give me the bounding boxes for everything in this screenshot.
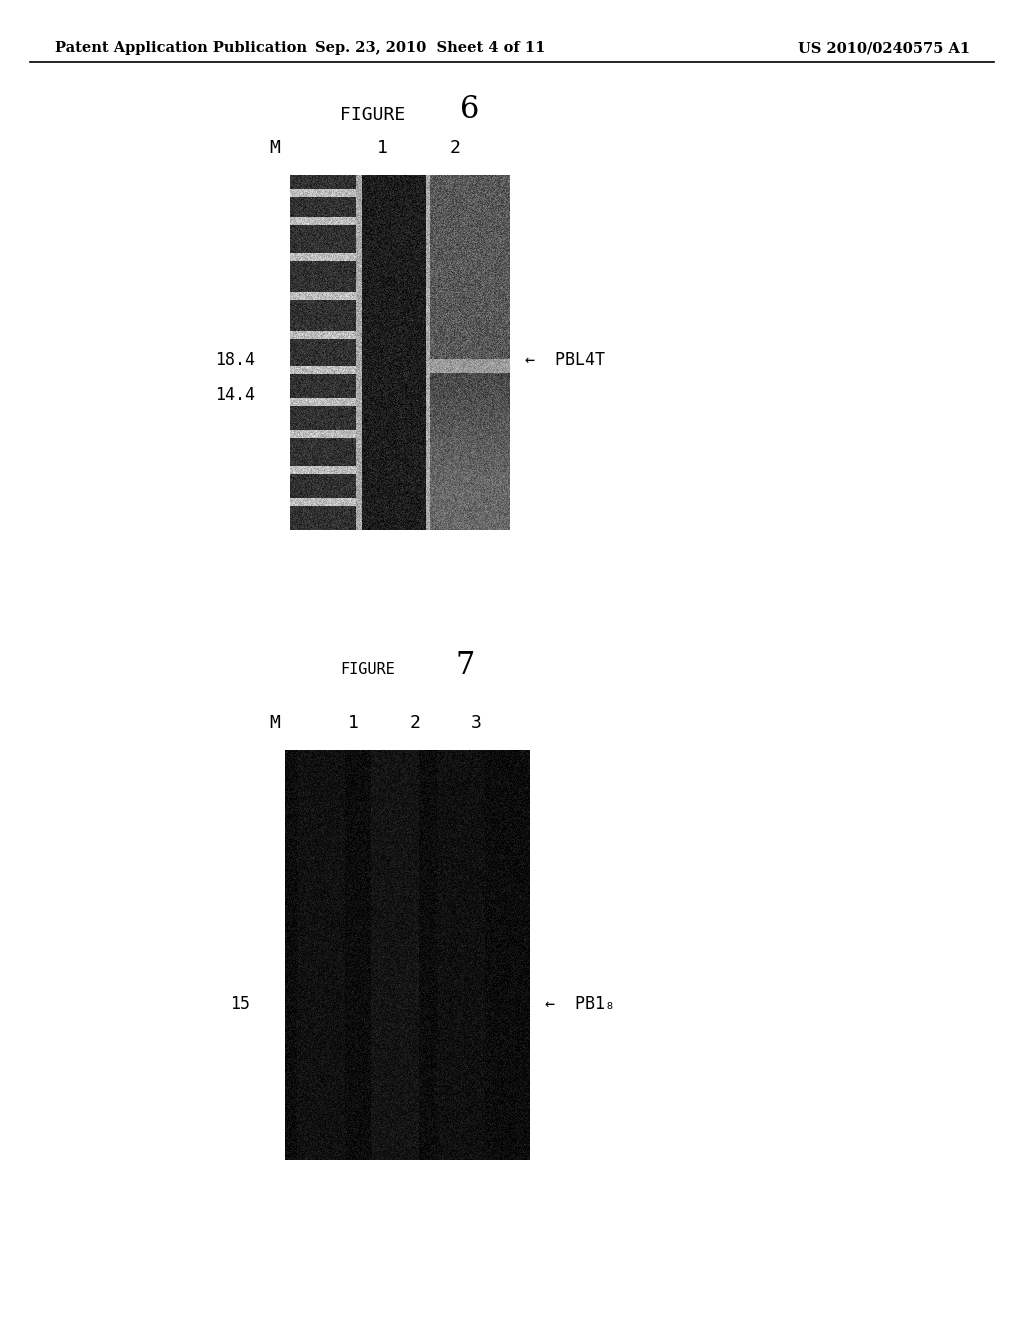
Text: FIGURE: FIGURE	[340, 663, 394, 677]
Text: 2: 2	[410, 714, 420, 733]
Text: 14.4: 14.4	[215, 385, 255, 404]
Text: Sep. 23, 2010  Sheet 4 of 11: Sep. 23, 2010 Sheet 4 of 11	[314, 41, 545, 55]
Text: FIGURE: FIGURE	[340, 106, 406, 124]
Text: 1: 1	[348, 714, 359, 733]
Text: ←  PBL4T: ← PBL4T	[525, 351, 605, 368]
Text: 3: 3	[471, 714, 481, 733]
Text: 7: 7	[455, 649, 474, 681]
Text: 2: 2	[450, 139, 461, 157]
Text: M: M	[269, 714, 281, 733]
Text: M: M	[269, 139, 281, 157]
Text: 1: 1	[377, 139, 388, 157]
Text: 15: 15	[230, 995, 250, 1014]
Text: 6: 6	[460, 95, 479, 125]
Text: 18.4: 18.4	[215, 351, 255, 368]
Text: Patent Application Publication: Patent Application Publication	[55, 41, 307, 55]
Text: ←  PB1₈: ← PB1₈	[545, 995, 615, 1014]
Text: US 2010/0240575 A1: US 2010/0240575 A1	[798, 41, 970, 55]
